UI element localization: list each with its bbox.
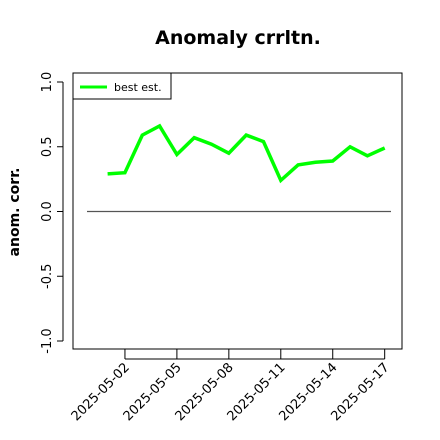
y-axis-label: anom. corr. [7,168,23,257]
series-layer [107,123,386,184]
y-tick-label: 1.0 [40,72,55,93]
y-tick-label: 0.0 [40,201,55,222]
legend: best est. [72,72,172,100]
legend-label-best-est: best est. [114,81,162,94]
y-tick-label: -1.0 [40,328,55,353]
series-line-best-est [107,123,386,184]
y-tick-label: -0.5 [40,264,55,289]
y-tick-label: 0.5 [40,136,55,157]
plot-frame [72,72,403,350]
chart-title: Anomaly crrltn. [155,27,321,49]
x-axis: 2025-05-022025-05-052025-05-082025-05-11… [69,349,393,424]
y-axis: -1.0 -0.5 0.0 0.5 1.0 [40,72,64,354]
